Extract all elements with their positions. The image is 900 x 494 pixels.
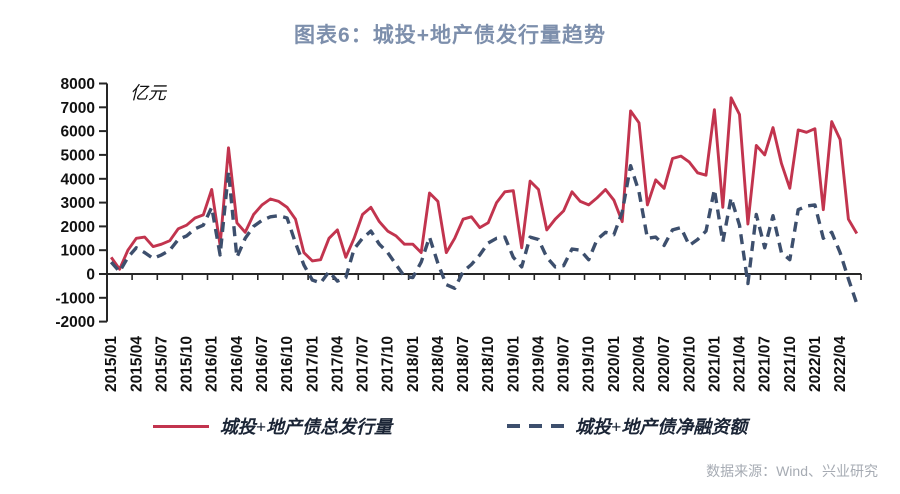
chart-legend: 城投+地产债总发行量 城投+地产债净融资额 (0, 413, 900, 439)
legend-item-net-financing: 城投+地产债净融资额 (507, 413, 747, 439)
svg-text:8000: 8000 (61, 76, 95, 93)
legend-item-total-issuance: 城投+地产债总发行量 (152, 413, 392, 439)
svg-text:2018/01: 2018/01 (405, 336, 422, 392)
svg-text:2019/01: 2019/01 (505, 336, 522, 392)
dashed-line-swatch (507, 423, 564, 429)
data-source: 数据来源：Wind、兴业研究 (706, 463, 878, 479)
svg-text:亿元: 亿元 (130, 83, 168, 103)
svg-text:2020/07: 2020/07 (656, 336, 673, 392)
svg-text:2000: 2000 (61, 219, 95, 236)
svg-text:6000: 6000 (61, 124, 95, 141)
svg-text:2015/10: 2015/10 (179, 336, 196, 392)
svg-text:2016/07: 2016/07 (254, 336, 271, 392)
svg-text:2022/04: 2022/04 (832, 336, 849, 392)
svg-text:2021/04: 2021/04 (732, 336, 749, 392)
svg-text:1000: 1000 (61, 243, 95, 260)
svg-text:2021/01: 2021/01 (706, 336, 723, 392)
chart-canvas: 8000 7000 6000 5000 4000 3000 2000 1000 0 -1000 -2… (55, 76, 862, 392)
svg-text:5000: 5000 (61, 147, 95, 164)
svg-text:4000: 4000 (61, 171, 95, 188)
legend-label-net-financing: 城投+地产债净融资额 (575, 417, 748, 437)
svg-text:2018/04: 2018/04 (430, 336, 447, 392)
solid-line-swatch (152, 424, 209, 428)
figure-title: 图表6：城投+地产债发行量趋势 (294, 24, 606, 47)
svg-text:-1000: -1000 (55, 290, 95, 307)
svg-text:2019/04: 2019/04 (531, 336, 548, 392)
svg-text:2020/10: 2020/10 (681, 336, 698, 392)
svg-text:2017/04: 2017/04 (329, 336, 346, 392)
svg-text:2017/10: 2017/10 (380, 336, 397, 392)
svg-text:2019/10: 2019/10 (581, 336, 598, 392)
svg-text:2017/01: 2017/01 (304, 336, 321, 392)
svg-text:2016/01: 2016/01 (204, 336, 221, 392)
svg-text:2022/01: 2022/01 (807, 336, 824, 392)
svg-text:2015/01: 2015/01 (103, 336, 120, 392)
svg-text:2016/04: 2016/04 (229, 336, 246, 392)
svg-text:3000: 3000 (61, 195, 95, 212)
svg-text:2017/07: 2017/07 (355, 336, 372, 392)
svg-text:2016/10: 2016/10 (279, 336, 296, 392)
svg-text:7000: 7000 (61, 100, 95, 117)
svg-text:2021/10: 2021/10 (782, 336, 799, 392)
svg-text:0: 0 (86, 267, 95, 284)
svg-text:2018/10: 2018/10 (480, 336, 497, 392)
legend-label-total-issuance: 城投+地产债总发行量 (219, 417, 392, 437)
svg-text:2020/04: 2020/04 (631, 336, 648, 392)
svg-text:2021/07: 2021/07 (757, 336, 774, 392)
svg-text:2018/07: 2018/07 (455, 336, 472, 392)
svg-text:2020/01: 2020/01 (606, 336, 623, 392)
svg-text:-2000: -2000 (55, 314, 95, 331)
svg-text:2015/07: 2015/07 (154, 336, 171, 392)
svg-text:2015/04: 2015/04 (128, 336, 145, 392)
svg-text:2019/07: 2019/07 (556, 336, 573, 392)
